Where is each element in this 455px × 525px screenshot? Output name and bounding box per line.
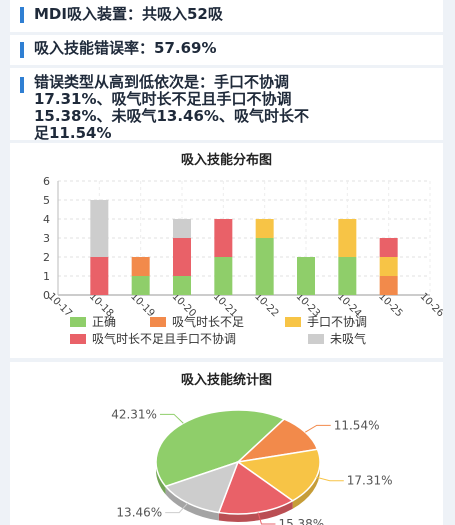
bar-segment	[255, 238, 274, 295]
distribution-chart-panel: 吸入技能分布图 0 1 2 3 4 5 6 10-17 10-18 10-19 10-20 10-21…	[10, 143, 443, 358]
y-tick-label: 3	[43, 232, 50, 245]
pie-leader-line	[165, 502, 189, 514]
legend-item: 手口不协调	[285, 314, 367, 329]
bar-segment	[131, 257, 150, 276]
legend-label: 未吸气	[330, 331, 366, 346]
legend-label: 吸气时长不足	[172, 314, 244, 329]
bar-segment	[214, 257, 233, 295]
pie-label: 42.31%	[111, 407, 157, 421]
y-tick-label: 1	[43, 270, 50, 283]
legend-label: 正确	[92, 315, 116, 329]
bar-segment	[379, 276, 398, 295]
pie-leader-line	[304, 424, 331, 433]
pie-slice	[217, 460, 295, 515]
accent-bar	[20, 77, 24, 93]
device-stat-card: MDI吸入装置：共吸入52吸	[10, 0, 443, 32]
bar-segment	[173, 276, 191, 295]
legend-item: 正确	[70, 315, 116, 329]
error-types-line: 15.38%、未吸气13.46%、吸气时长不	[34, 107, 309, 125]
bar-segment	[173, 219, 191, 238]
y-tick-label: 4	[43, 213, 50, 226]
statistics-chart-title: 吸入技能统计图	[180, 373, 272, 388]
legend-swatch	[150, 317, 166, 327]
bar-segment	[255, 219, 274, 238]
error-types-line: 足11.54%	[34, 124, 112, 142]
device-count-text: MDI吸入装置：共吸入52吸	[34, 5, 223, 23]
bar-segment	[90, 200, 109, 257]
pie-leader-line	[257, 512, 276, 525]
y-tick-label: 6	[43, 175, 50, 188]
pie-slice-side	[165, 486, 219, 521]
pie-label: 11.54%	[334, 418, 380, 432]
y-tick-label: 0	[43, 289, 50, 302]
bar-segment	[379, 257, 398, 276]
bar-segment	[214, 219, 233, 257]
pie-leader-line	[159, 413, 184, 424]
legend-swatch	[285, 317, 301, 327]
legend-item: 吸气时长不足且手口不协调	[70, 331, 236, 346]
bar-segment	[297, 257, 315, 295]
accent-bar	[20, 7, 24, 23]
pie-label: 17.31%	[347, 474, 393, 488]
pie-slice	[155, 409, 286, 488]
legend-swatch	[70, 317, 86, 327]
legend-label: 手口不协调	[307, 314, 367, 329]
bar-segment	[379, 238, 398, 257]
bar-segment	[338, 219, 357, 257]
pie-slice-side	[156, 462, 166, 495]
accent-bar	[20, 42, 24, 58]
statistics-chart-panel: 吸入技能统计图 42.31% 11.54% 17.31% 15.38% 13.46%	[10, 362, 443, 525]
pie-label: 15.38%	[278, 517, 324, 525]
y-tick-label: 2	[43, 251, 50, 264]
legend-swatch	[308, 334, 324, 344]
bar-segment	[131, 276, 150, 295]
error-types-line: 错误类型从高到低依次是：手口不协调	[34, 73, 290, 91]
y-tick-label: 5	[43, 194, 50, 207]
error-types-line: 17.31%、吸气时长不足且手口不协调	[34, 90, 292, 108]
error-types-card: 错误类型从高到低依次是：手口不协调 17.31%、吸气时长不足且手口不协调 15…	[10, 68, 443, 142]
legend-swatch	[70, 334, 86, 344]
pie-label: 13.46%	[116, 506, 162, 520]
pie-slice-side	[218, 500, 293, 522]
bar-segment	[90, 257, 109, 295]
distribution-chart-title: 吸入技能分布图	[180, 153, 272, 168]
error-rate-card: 吸入技能错误率：57.69%	[10, 35, 443, 65]
statistics-pie-chart: 42.31% 11.54% 17.31% 15.38% 13.46%	[111, 407, 393, 525]
legend-item: 未吸气	[308, 331, 366, 346]
bar-segment	[173, 238, 191, 276]
legend-item: 吸气时长不足	[150, 314, 244, 329]
bar-segment	[338, 257, 357, 295]
pie-leader-line	[316, 476, 344, 482]
legend-label: 吸气时长不足且手口不协调	[92, 331, 236, 346]
x-tick-label: 10-26	[418, 291, 443, 319]
error-rate-text: 吸入技能错误率：57.69%	[34, 39, 217, 57]
